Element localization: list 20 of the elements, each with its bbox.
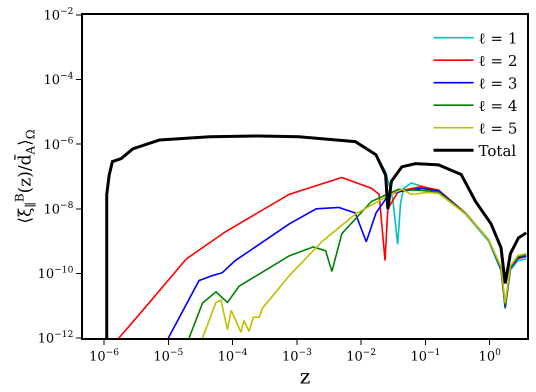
y-tick-label: 10$^{−8}$: [43, 200, 74, 218]
x-tick-label: 10$^{−6}$: [89, 348, 120, 365]
legend-label: ℓ = 3: [478, 74, 518, 93]
legend-label: ℓ = 1: [478, 30, 518, 48]
legend-label: ℓ = 2: [478, 52, 518, 70]
y-tick-label: 10$^{−4}$: [43, 72, 74, 88]
x-axis-title: z: [300, 364, 310, 389]
x-tick-label: 10$^{0}$: [478, 348, 502, 365]
y-tick-label: 10$^{−10}$: [38, 265, 74, 282]
x-tick-label: 10$^{−1}$: [410, 348, 440, 365]
y-tick-label: 10$^{−12}$: [38, 330, 74, 347]
legend-label: ℓ = 4: [478, 97, 518, 116]
legend-label: ℓ = 5: [478, 120, 518, 138]
x-tick-label: 10$^{−2}$: [346, 348, 376, 365]
x-tick-label: 10$^{−4}$: [218, 348, 248, 365]
y-tick-label: 10$^{−2}$: [43, 7, 74, 24]
legend-label: Total: [478, 142, 516, 160]
x-tick-label: 10$^{−5}$: [153, 348, 184, 365]
x-tick-label: 10$^{−3}$: [282, 348, 312, 365]
y-tick-label: 10$^{−6}$: [43, 136, 74, 153]
